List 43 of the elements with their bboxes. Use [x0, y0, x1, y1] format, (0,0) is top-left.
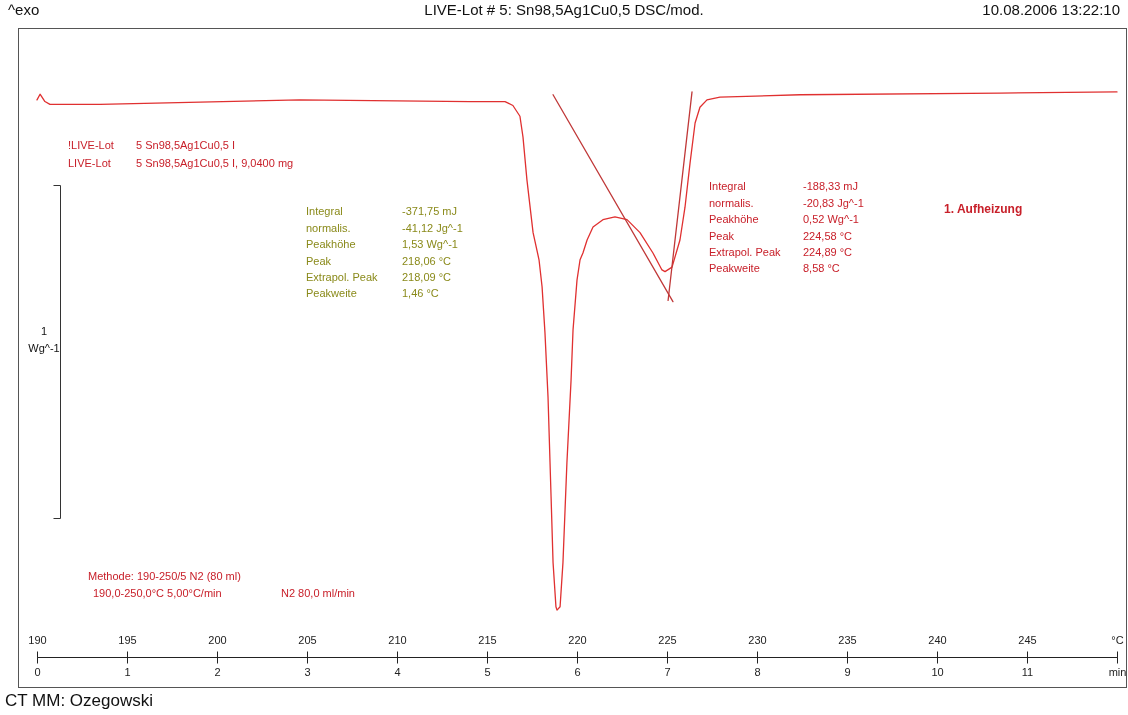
annotation: 5 Sn98,5Ag1Cu0,5 I — [136, 139, 236, 152]
x-tick-label: 240 — [928, 633, 947, 646]
x2-tick-label: 9 — [844, 665, 851, 678]
annotation: 5 Sn98,5Ag1Cu0,5 I, 9,0400 mg — [136, 157, 294, 170]
x-tick-label: 210 — [388, 633, 407, 646]
x2-tick-label: 10 — [931, 665, 944, 678]
annotation: N2 80,0 ml/min — [281, 587, 355, 600]
x2-tick-label: 4 — [394, 665, 401, 678]
x2-tick-label: 11 — [1021, 665, 1034, 678]
x2-tick-label: 3 — [304, 665, 311, 678]
annotation: Integral normalis. Peakhöhe Peak Extrapol. Peak Peakweite — [306, 205, 379, 300]
annotation: -371,75 mJ -41,12 Jg^-1 1,53 Wg^-1 218,06 °C 218,09 °C 1,46 °C — [402, 205, 463, 300]
x2-tick-label: 2 — [214, 665, 221, 678]
annotation: 1. Aufheizung — [944, 201, 1023, 216]
y-axis-title: 1 Wg^-1 — [28, 325, 60, 354]
annotation: -188,33 mJ -20,83 Jg^-1 0,52 Wg^-1 224,58 °C 224,89 °C 8,58 °C — [803, 180, 864, 275]
x-tick-label: 245 — [1018, 633, 1037, 646]
text: ^exo — [8, 1, 40, 18]
annotation: Methode: 190-250/5 N2 (80 ml) — [88, 570, 241, 583]
x-tick-label: 200 — [208, 633, 227, 646]
x2-tick-label: 8 — [754, 665, 761, 678]
annotation: 190,0-250,0°C 5,00°C/min — [93, 587, 222, 600]
x-tick-label: 220 — [568, 633, 587, 646]
x2-tick-label: min — [1108, 665, 1127, 678]
text: CT MM: Ozegowski — [5, 690, 153, 710]
x-tick-label: 230 — [748, 633, 767, 646]
x2-tick-label: 6 — [574, 665, 581, 678]
x-tick-label: 225 — [658, 633, 677, 646]
annotation: LIVE-Lot — [68, 157, 111, 170]
annotation: Integral normalis. Peakhöhe Peak Extrapol. Peak Peakweite — [709, 180, 782, 275]
x-tick-label: 235 — [838, 633, 857, 646]
x2-tick-label: 5 — [484, 665, 491, 678]
annotation: !LIVE-Lot — [68, 139, 114, 152]
x2-tick-label: 1 — [124, 665, 131, 678]
x-tick-label: °C — [1111, 633, 1124, 646]
x2-tick-label: 0 — [34, 665, 41, 678]
chart-title: LIVE-Lot # 5: Sn98,5Ag1Cu0,5 DSC/mod. — [424, 1, 704, 18]
x-tick-label: 215 — [478, 633, 497, 646]
x-tick-label: 190 — [28, 633, 47, 646]
x2-tick-label: 7 — [664, 665, 671, 678]
x-tick-label: 195 — [118, 633, 137, 646]
x-tick-label: 205 — [298, 633, 317, 646]
text: 10.08.2006 13:22:10 — [982, 1, 1120, 18]
